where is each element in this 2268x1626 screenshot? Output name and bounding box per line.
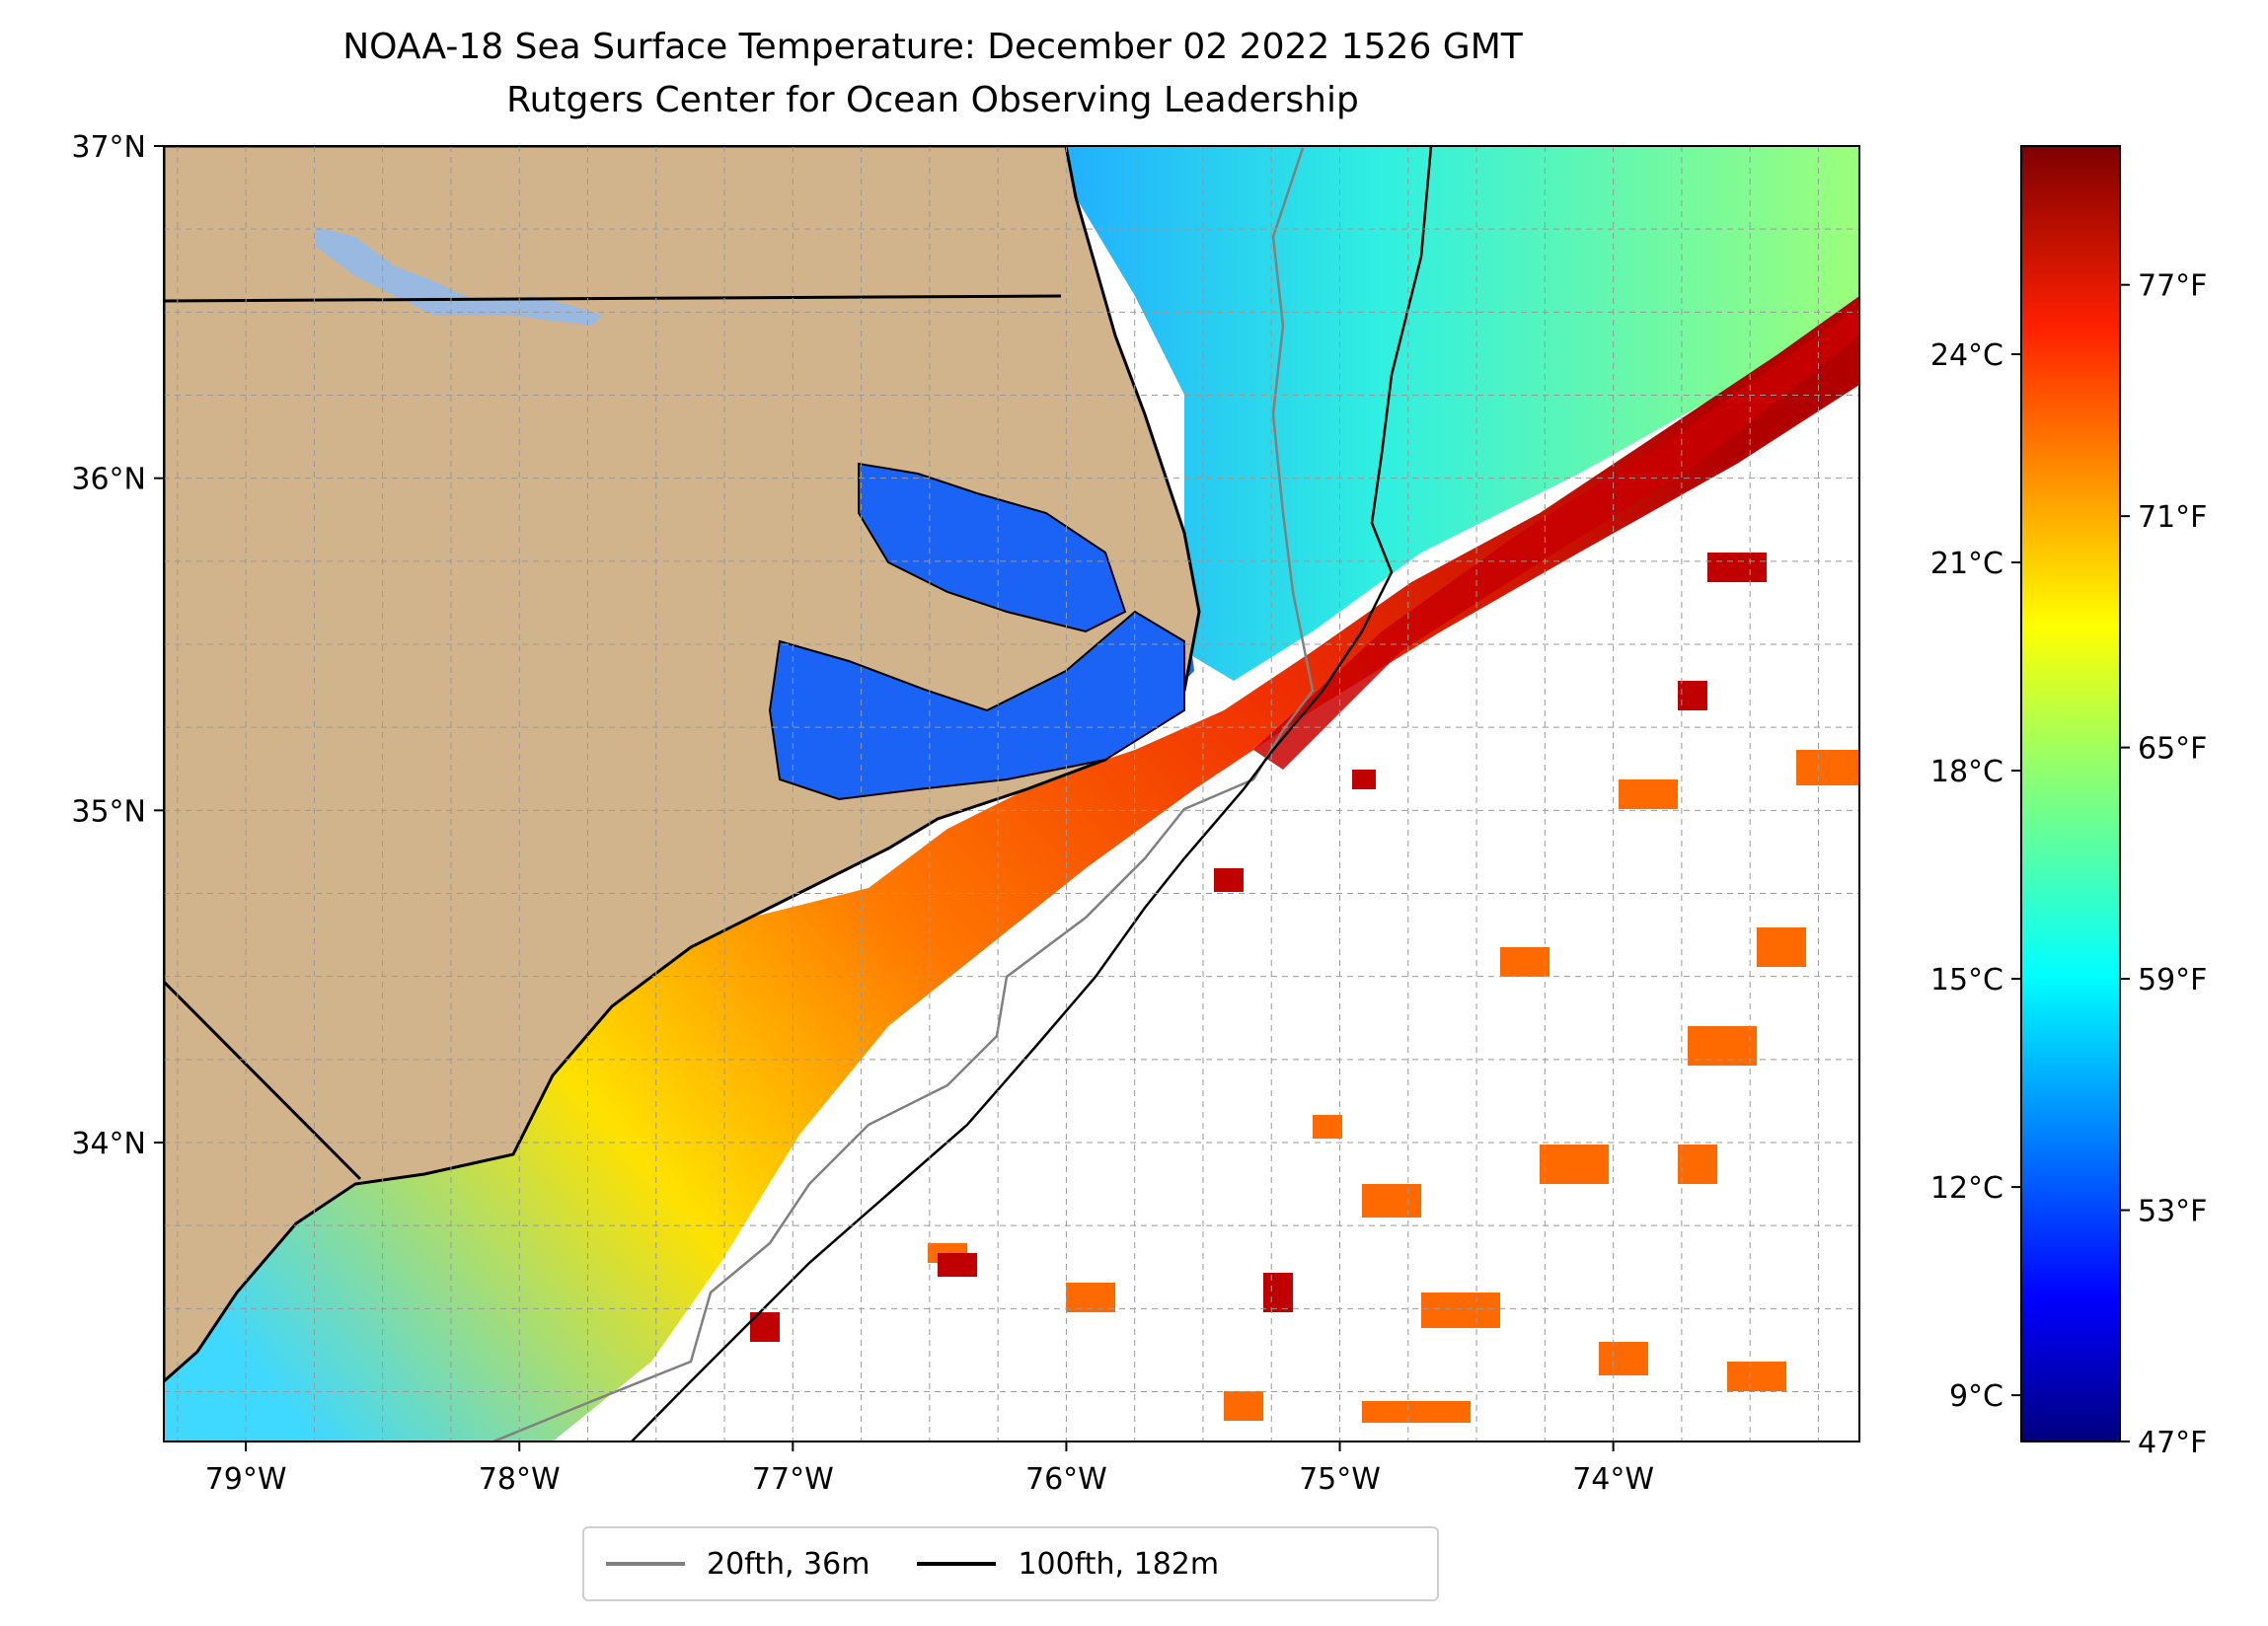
lat-tick-label: 35°N	[71, 794, 146, 829]
lon-tick-label: 79°W	[205, 1462, 287, 1497]
sst-shelf-water	[164, 296, 1859, 1441]
colorbar	[2020, 145, 2121, 1442]
celsius-tick-label: 12°C	[1930, 1171, 2003, 1206]
map-frame	[163, 145, 1860, 1442]
offshore-hot-patches	[750, 553, 1767, 1342]
sst-gulf-stream-edge	[1253, 306, 1859, 770]
lat-axis: 37°N 36°N 35°N 34°N	[71, 130, 164, 1161]
celsius-tick-label: 18°C	[1930, 755, 2003, 789]
colorbar-celsius-axis: 24°C 21°C 18°C 15°C 12°C 9°C	[1930, 338, 2021, 1414]
contour-100fth	[631, 146, 1433, 1441]
celsius-tick-label: 24°C	[1930, 338, 2003, 373]
albemarle-sound	[858, 462, 1127, 633]
map-field	[164, 146, 1859, 1441]
legend-swatch-100fth	[917, 1562, 997, 1566]
lon-axis: 79°W 78°W 77°W 76°W 75°W 74°W	[205, 1441, 1654, 1497]
fahrenheit-tick-label: 53°F	[2138, 1195, 2207, 1229]
lat-tick-label: 37°N	[71, 130, 146, 165]
legend-label-100fth: 100fth, 182m	[1018, 1546, 1220, 1582]
land-north-carolina	[164, 146, 1201, 1384]
fahrenheit-tick-label: 71°F	[2138, 500, 2207, 535]
legend-swatch-20fth	[606, 1562, 685, 1566]
chart-subtitle: Rutgers Center for Ocean Observing Leade…	[506, 80, 1359, 120]
lake	[316, 227, 602, 326]
lon-tick-label: 76°W	[1025, 1462, 1107, 1497]
fahrenheit-tick-label: 77°F	[2138, 269, 2207, 304]
chart-title: NOAA-18 Sea Surface Temperature: Decembe…	[342, 27, 1523, 67]
lon-tick-label: 78°W	[479, 1462, 561, 1497]
celsius-tick-label: 21°C	[1930, 547, 2003, 581]
lon-tick-label: 74°W	[1572, 1462, 1654, 1497]
legend-item-100fth: 100fth, 182m	[917, 1547, 1219, 1582]
lon-tick-label: 75°W	[1299, 1462, 1381, 1497]
lat-tick-label: 34°N	[71, 1127, 146, 1161]
legend: 20fth, 36m 100fth, 182m	[582, 1526, 1439, 1601]
state-border-va-nc	[164, 294, 1062, 303]
gridlines	[164, 145, 1859, 1441]
pamlico-sound	[768, 610, 1185, 801]
sst-northern-water	[1066, 146, 1859, 681]
legend-label-20fth: 20fth, 36m	[707, 1546, 870, 1582]
celsius-tick-label: 15°C	[1930, 963, 2003, 998]
fahrenheit-tick-label: 59°F	[2138, 963, 2207, 998]
fahrenheit-tick-label: 47°F	[2138, 1426, 2207, 1460]
fahrenheit-tick-label: 65°F	[2138, 732, 2207, 767]
lat-tick-label: 36°N	[71, 463, 146, 497]
state-border-nc-sc	[164, 980, 362, 1181]
colorbar-fahrenheit-axis: 77°F 71°F 65°F 59°F 53°F 47°F	[2120, 269, 2207, 1460]
lon-tick-label: 77°W	[752, 1462, 834, 1497]
legend-item-20fth: 20fth, 36m	[606, 1547, 869, 1582]
contour-20fth	[492, 147, 1315, 1441]
celsius-tick-label: 9°C	[1949, 1379, 2003, 1414]
